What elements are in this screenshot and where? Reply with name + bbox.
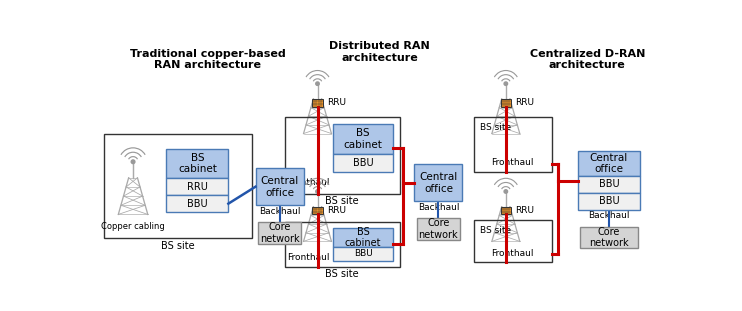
FancyBboxPatch shape — [578, 176, 640, 193]
Text: Backhaul: Backhaul — [588, 211, 630, 220]
Text: BS site: BS site — [326, 269, 359, 279]
Text: Central
office: Central office — [590, 153, 628, 174]
FancyBboxPatch shape — [312, 207, 323, 214]
FancyBboxPatch shape — [333, 247, 393, 261]
Circle shape — [316, 190, 319, 193]
Circle shape — [131, 160, 135, 164]
Text: Core
network: Core network — [589, 227, 628, 248]
Text: BS site: BS site — [161, 241, 195, 251]
Text: BBU: BBU — [599, 179, 620, 189]
FancyBboxPatch shape — [333, 228, 393, 247]
Text: Core
network: Core network — [260, 222, 299, 244]
FancyBboxPatch shape — [166, 178, 229, 195]
FancyBboxPatch shape — [312, 99, 323, 107]
Text: BS site: BS site — [480, 226, 511, 235]
Text: BS site: BS site — [480, 123, 511, 132]
Text: Core
network: Core network — [418, 218, 459, 240]
Circle shape — [316, 82, 319, 86]
FancyBboxPatch shape — [580, 227, 637, 248]
Text: RRU: RRU — [326, 98, 346, 107]
Text: BS
cabinet: BS cabinet — [178, 153, 217, 174]
Text: BBU: BBU — [353, 158, 373, 168]
Text: Traditional copper-based
RAN architecture: Traditional copper-based RAN architectur… — [130, 49, 286, 71]
FancyBboxPatch shape — [255, 168, 303, 205]
Text: RRU: RRU — [187, 182, 208, 192]
Circle shape — [504, 82, 508, 86]
Text: Central
office: Central office — [419, 172, 458, 194]
Text: Fronthaul: Fronthaul — [491, 158, 534, 167]
FancyBboxPatch shape — [417, 218, 460, 240]
Text: Fronthaul: Fronthaul — [287, 253, 329, 262]
Text: BBU: BBU — [599, 196, 620, 206]
Text: Centralized D-RAN
architecture: Centralized D-RAN architecture — [530, 49, 645, 71]
Text: Fronthaul: Fronthaul — [491, 248, 534, 258]
FancyBboxPatch shape — [166, 149, 229, 178]
Text: Distributed RAN
architecture: Distributed RAN architecture — [329, 41, 430, 63]
Text: BS site: BS site — [326, 196, 359, 206]
FancyBboxPatch shape — [414, 165, 462, 201]
FancyBboxPatch shape — [333, 154, 393, 172]
FancyBboxPatch shape — [578, 151, 640, 176]
Text: RRU: RRU — [515, 98, 534, 107]
FancyBboxPatch shape — [501, 207, 510, 214]
Text: BS
cabinet: BS cabinet — [344, 128, 383, 150]
Text: Backhaul: Backhaul — [418, 203, 459, 212]
Text: BS
cabinet: BS cabinet — [345, 227, 381, 248]
Text: Backhaul: Backhaul — [259, 207, 301, 216]
Text: RRU: RRU — [326, 206, 346, 215]
Text: BBU: BBU — [354, 249, 372, 258]
FancyBboxPatch shape — [333, 124, 393, 154]
Text: Central
office: Central office — [260, 176, 298, 197]
Text: Fronthaul: Fronthaul — [287, 179, 329, 188]
FancyBboxPatch shape — [578, 193, 640, 210]
Circle shape — [504, 190, 508, 193]
Text: RRU: RRU — [515, 206, 534, 215]
FancyBboxPatch shape — [257, 222, 301, 244]
Text: BBU: BBU — [187, 199, 208, 209]
Text: Copper cabling: Copper cabling — [101, 222, 165, 231]
FancyBboxPatch shape — [501, 99, 510, 107]
FancyBboxPatch shape — [166, 195, 229, 212]
